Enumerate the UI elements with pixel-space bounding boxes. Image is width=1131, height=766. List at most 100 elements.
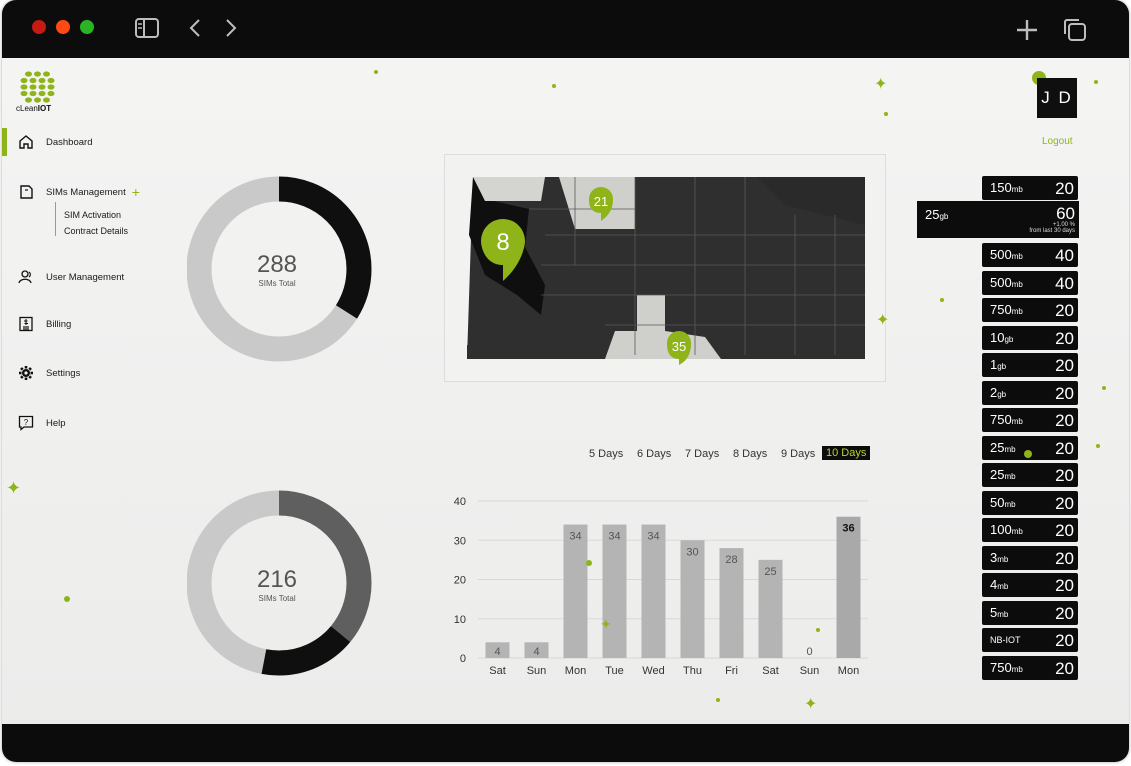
expand-plus-icon[interactable]: + bbox=[131, 184, 140, 200]
plan-row[interactable]: 10gb 20 bbox=[982, 325, 1078, 350]
plan-size: 500mb bbox=[990, 247, 1023, 262]
logout-link[interactable]: Logout bbox=[1042, 136, 1073, 147]
plan-size: 10gb bbox=[990, 329, 1014, 345]
sidebar-item-label: User Management bbox=[46, 271, 125, 283]
forward-icon[interactable] bbox=[224, 17, 238, 39]
map-land bbox=[467, 177, 865, 359]
logo-dot bbox=[47, 90, 55, 97]
map-highlight-northwest bbox=[473, 177, 545, 201]
sidebar-item-billing[interactable]: Billing bbox=[18, 316, 71, 332]
filter-8-days[interactable]: 8 Days bbox=[733, 448, 768, 460]
svg-text:35: 35 bbox=[672, 339, 686, 354]
sidebar-subitem-contract-details[interactable]: Contract Details bbox=[64, 226, 129, 236]
filter-9-days[interactable]: 9 Days bbox=[781, 448, 816, 460]
user-avatar[interactable]: J D bbox=[1037, 78, 1077, 118]
decor-dot bbox=[1096, 444, 1100, 448]
filter-5-days[interactable]: 5 Days bbox=[589, 448, 624, 460]
map-marker-8[interactable]: 8 bbox=[481, 219, 525, 281]
sidebar-item-help[interactable]: ? Help bbox=[18, 415, 66, 431]
plan-size: 1gb bbox=[990, 357, 1007, 372]
bar-value-label: 36 bbox=[842, 523, 854, 535]
plan-row[interactable]: 2gb 20 bbox=[982, 380, 1078, 405]
bar[interactable] bbox=[719, 548, 744, 658]
map-marker-21[interactable]: 21 bbox=[589, 187, 613, 221]
plan-row-featured[interactable]: 25gb 60 +1.00 % from last 30 days bbox=[917, 201, 1079, 238]
filter-10-days[interactable]: 10 Days bbox=[822, 446, 871, 460]
bar[interactable] bbox=[485, 642, 510, 658]
plan-size: 50mb bbox=[990, 494, 1016, 510]
bar[interactable] bbox=[836, 516, 861, 658]
plan-row[interactable]: 5mb 20 bbox=[982, 600, 1078, 625]
logo-dot bbox=[29, 77, 37, 84]
logo-dot bbox=[25, 71, 32, 77]
plan-row[interactable]: 100mb 20 bbox=[982, 518, 1078, 542]
sidebar-item-label: Settings bbox=[46, 367, 81, 379]
dashboard-content: cLeanIOT Dashboard SIMs Management + SIM… bbox=[2, 58, 1129, 724]
sidebar-subitem-sim-activation[interactable]: SIM Activation bbox=[64, 210, 122, 220]
plan-row[interactable]: 750mb 20 bbox=[982, 298, 1078, 322]
sidebar-item-user-management[interactable]: User Management bbox=[18, 269, 124, 285]
zoom-window-button[interactable] bbox=[80, 20, 94, 34]
plan-row[interactable]: 4mb 20 bbox=[982, 573, 1078, 597]
bar[interactable] bbox=[602, 524, 627, 658]
tabs-overview-icon[interactable] bbox=[1062, 17, 1088, 43]
help-icon: ? bbox=[18, 415, 34, 431]
plan-row[interactable]: 50mb 20 bbox=[982, 490, 1078, 515]
bar[interactable] bbox=[524, 642, 549, 658]
plan-count: 20 bbox=[1055, 493, 1074, 513]
sidebar-toggle-icon[interactable] bbox=[134, 17, 160, 39]
close-window-button[interactable] bbox=[32, 20, 46, 34]
plan-size: 2gb bbox=[990, 384, 1007, 400]
plan-row[interactable]: 500mb 40 bbox=[982, 243, 1078, 267]
donut-2-label: 216 SIMs Total bbox=[217, 566, 337, 603]
plan-size: NB-IOT bbox=[990, 635, 1021, 645]
sim-location-map[interactable]: 8 21 35 bbox=[444, 154, 886, 382]
logo-dot bbox=[38, 90, 46, 97]
sidebar-item-sims-management[interactable]: SIMs Management + bbox=[18, 184, 140, 200]
plan-size: 3mb bbox=[990, 549, 1009, 565]
x-tick-label: Sat bbox=[489, 665, 506, 677]
plan-row[interactable]: 750mb 20 bbox=[982, 408, 1078, 432]
sidebar-item-settings[interactable]: Settings bbox=[18, 365, 80, 381]
minimize-window-button[interactable] bbox=[56, 20, 70, 34]
bar[interactable] bbox=[563, 524, 588, 658]
plan-row[interactable]: 500mb 40 bbox=[982, 270, 1078, 295]
plan-row[interactable]: 1gb 20 bbox=[982, 353, 1078, 377]
decor-dot bbox=[816, 628, 820, 632]
donut-arc bbox=[187, 176, 372, 362]
filter-7-days[interactable]: 7 Days bbox=[685, 448, 720, 460]
title-bar bbox=[2, 0, 1129, 58]
sparkle-icon: ✦ bbox=[874, 76, 888, 93]
bar[interactable] bbox=[758, 559, 783, 658]
map-great-lakes bbox=[757, 177, 865, 225]
donut-1-label: 288 SIMs Total bbox=[217, 251, 337, 288]
sidebar-item-dashboard[interactable]: Dashboard bbox=[18, 134, 92, 150]
decor-dot bbox=[64, 596, 70, 602]
bar[interactable] bbox=[680, 540, 705, 658]
svg-text:21: 21 bbox=[594, 194, 608, 209]
back-icon[interactable] bbox=[188, 17, 202, 39]
decor-dot bbox=[1024, 450, 1032, 458]
plan-row[interactable]: 150mb 20 bbox=[982, 176, 1078, 200]
sidebar-item-label: Help bbox=[46, 417, 66, 429]
logo-dot bbox=[20, 90, 28, 97]
filter-6-days[interactable]: 6 Days bbox=[637, 448, 672, 460]
plan-count: 60 bbox=[1056, 204, 1075, 223]
donut-2-caption: SIMs Total bbox=[258, 594, 296, 603]
users-icon bbox=[18, 270, 32, 284]
decor-dot bbox=[374, 70, 378, 74]
sidebar-item-label: Dashboard bbox=[46, 136, 93, 148]
map-marker-35[interactable]: 35 bbox=[667, 331, 691, 365]
logo-dot bbox=[38, 77, 46, 84]
plan-delta: +1.00 % from last 30 days bbox=[1029, 222, 1075, 234]
plan-row[interactable]: 3mb 20 bbox=[982, 545, 1078, 570]
bar-value-label: 25 bbox=[764, 566, 776, 578]
bar[interactable] bbox=[641, 524, 666, 658]
logo-dot bbox=[20, 77, 28, 84]
logo-dot bbox=[25, 97, 32, 103]
plan-row[interactable]: 25mb 20 bbox=[982, 463, 1078, 487]
new-tab-icon[interactable] bbox=[1015, 18, 1039, 42]
plan-row[interactable]: NB-IOT 20 bbox=[982, 628, 1078, 652]
plan-row[interactable]: 750mb 20 bbox=[982, 655, 1078, 680]
plan-count: 20 bbox=[1055, 411, 1074, 430]
